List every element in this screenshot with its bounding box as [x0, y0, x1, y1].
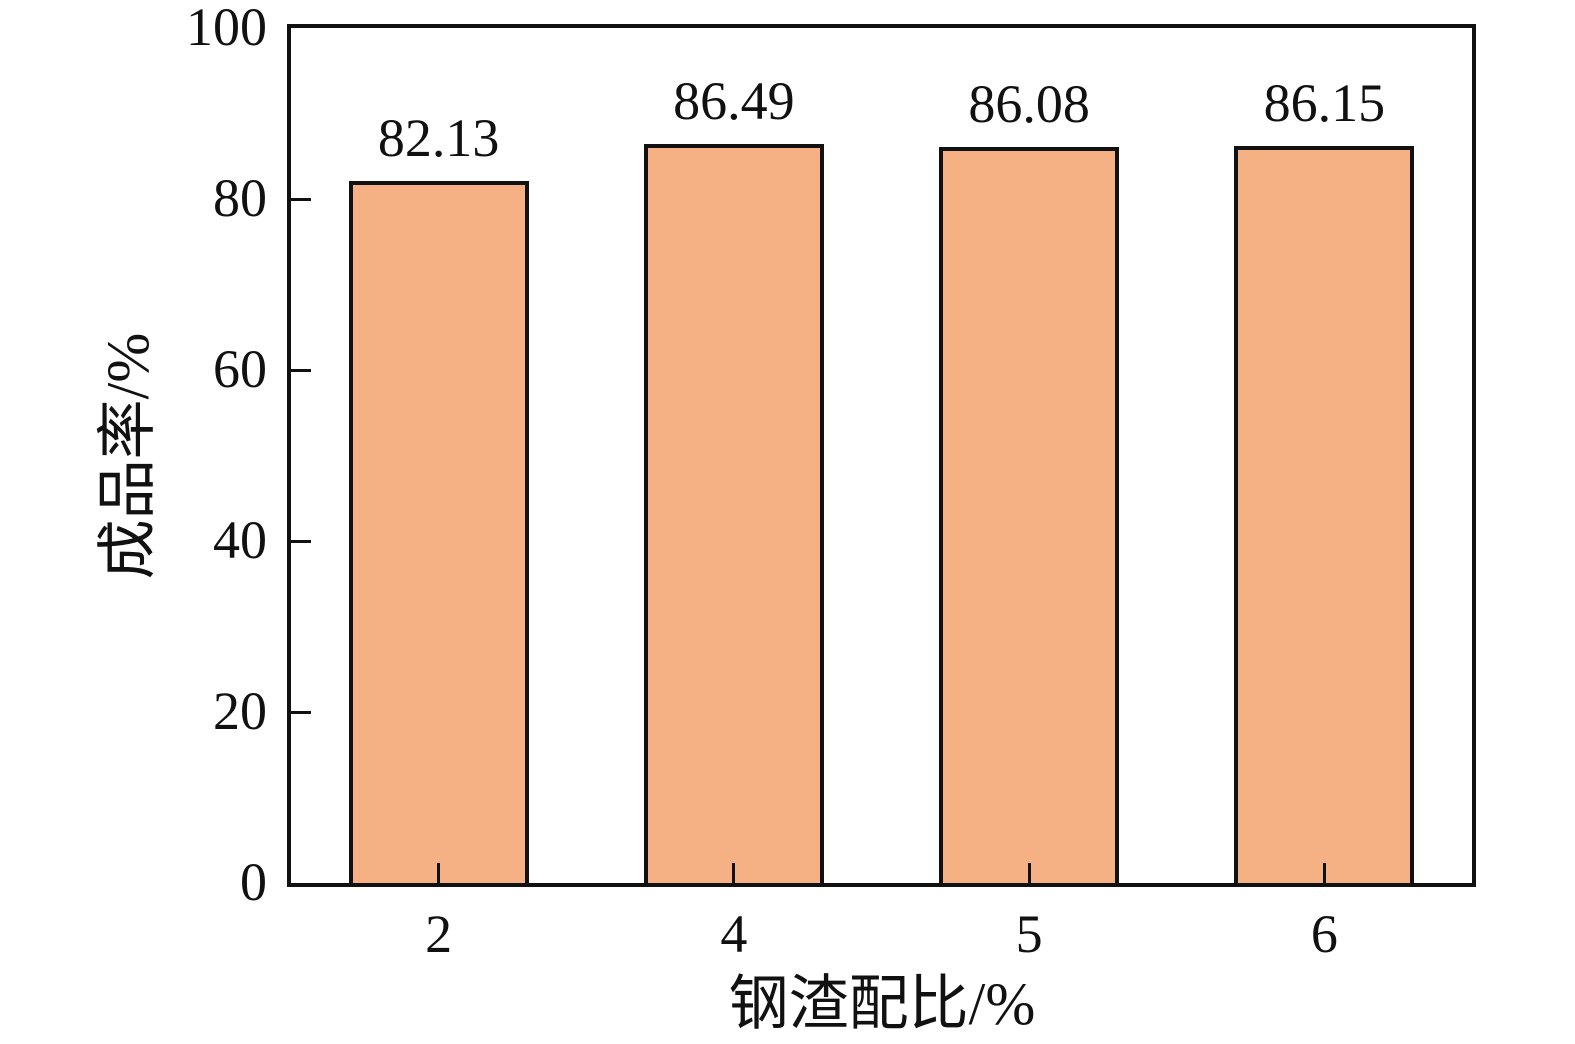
x-axis-label: 钢渣配比/% [728, 971, 1036, 1037]
y-tick-label-80: 80 [213, 167, 267, 228]
bar-value-label-4: 86.49 [673, 70, 795, 131]
y-tick-label-20: 20 [213, 680, 267, 741]
bar-4 [643, 143, 824, 883]
x-tick-label-6: 6 [1310, 904, 1338, 964]
y-tick-mark-60 [291, 368, 311, 372]
bar-value-label-6: 86.15 [1263, 73, 1386, 134]
y-tick-label-60: 60 [213, 338, 267, 399]
y-tick-mark-80 [291, 197, 311, 201]
y-tick-label-0: 0 [240, 851, 267, 912]
x-tick-mark-5 [1027, 863, 1031, 883]
bar-value-label-2: 82.13 [377, 107, 500, 168]
y-tick-label-100: 100 [186, 0, 267, 57]
x-tick-label-4: 4 [720, 904, 748, 964]
plot-area: 82.13 86.49 86.08 86.15 [287, 24, 1476, 887]
y-tick-label-40: 40 [213, 509, 267, 570]
y-tick-mark-20 [291, 710, 311, 714]
bar-2 [348, 180, 529, 883]
x-tick-label-5: 5 [1015, 904, 1043, 964]
bar-5 [939, 147, 1120, 883]
x-tick-mark-4 [732, 863, 736, 883]
x-tick-mark-6 [1322, 863, 1326, 883]
bar-value-label-5: 86.08 [968, 74, 1090, 135]
bar-6 [1234, 146, 1415, 883]
x-tick-label-2: 2 [425, 904, 453, 964]
y-tick-mark-40 [291, 539, 311, 543]
x-tick-mark-2 [437, 863, 441, 883]
